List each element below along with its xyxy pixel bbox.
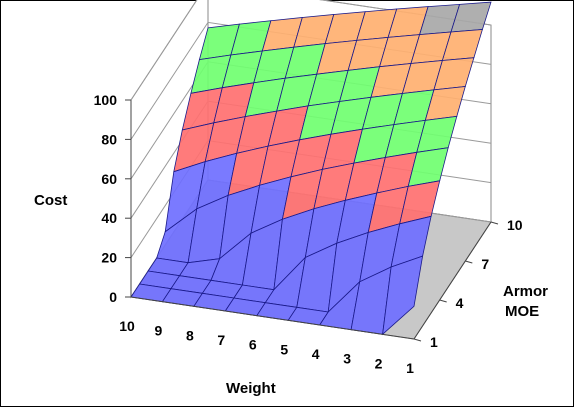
weight-tick-label-0: 10 [119,318,135,334]
armor-tick-1 [439,299,447,303]
cost-surface [130,1,492,336]
weight-tick-label-5: 5 [280,341,288,357]
armor-axis-title-line1: Armor [503,283,548,300]
z-tick-label-3: 60 [101,171,117,187]
z-tick-label-1: 20 [101,250,117,266]
z-axis-title: Cost [34,192,67,209]
weight-tick-label-2: 8 [186,327,194,343]
weight-tick-label-4: 6 [249,337,257,353]
z-tick-label-5: 100 [94,92,118,108]
weight-axis [130,296,415,340]
armor-tick-2 [465,260,473,264]
armor-tick-0 [413,338,422,342]
chart-labels: 0 20 40 60 80 100 10 9 8 7 6 5 4 3 2 11 4 7 10 Cost Weight Ar… [34,92,548,397]
weight-tick-label-3: 7 [217,332,225,348]
armor-tick-label-3: 10 [507,217,523,233]
armor-tick-label-1: 4 [456,295,464,311]
armor-axis [413,221,492,340]
weight-tick-label-8: 2 [375,355,383,371]
weight-axis-title: Weight [226,380,276,397]
surface-cell-w8-a0 [382,255,424,336]
weight-tick-label-9: 1 [406,360,414,376]
weight-tick-label-6: 4 [312,346,320,362]
z-tick-label-0: 0 [109,289,117,305]
armor-tick-label-2: 7 [481,256,489,272]
chart-axes [125,99,499,342]
weight-tick-label-1: 9 [155,323,163,339]
armor-axis-title-line2: MOE [505,303,539,320]
z-tick-label-4: 80 [101,131,117,147]
z-tick-label-2: 40 [101,210,117,226]
weight-tick-label-7: 3 [343,351,351,367]
armor-tick-label-0: 1 [430,334,438,350]
armor-tick-3 [490,221,499,225]
